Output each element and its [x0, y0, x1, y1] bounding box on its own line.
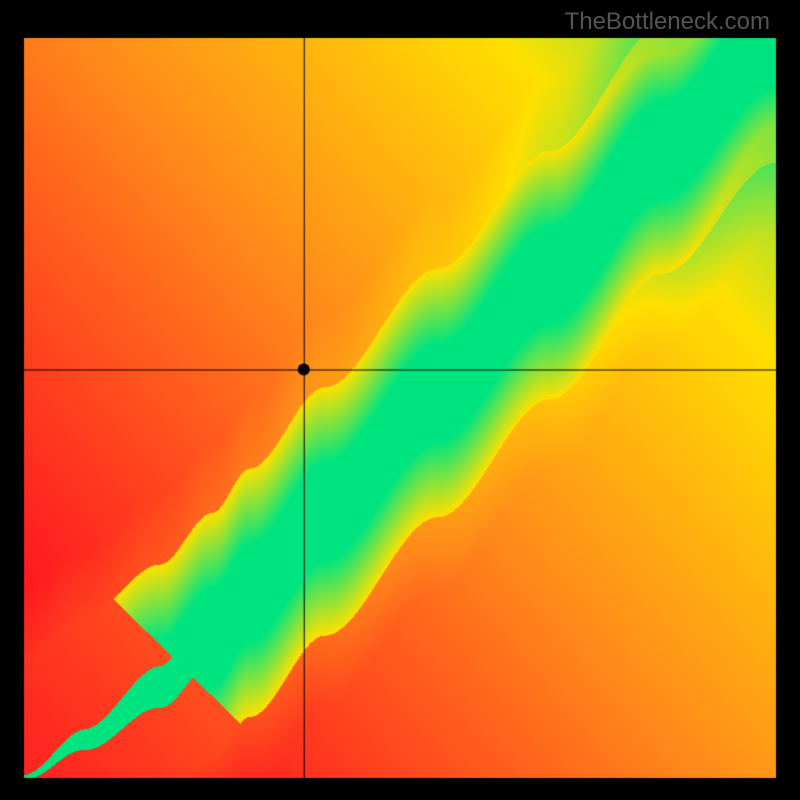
bottleneck-heatmap-canvas [0, 0, 800, 800]
bottleneck-chart-container: TheBottleneck.com [0, 0, 800, 800]
watermark-text: TheBottleneck.com [565, 8, 770, 36]
